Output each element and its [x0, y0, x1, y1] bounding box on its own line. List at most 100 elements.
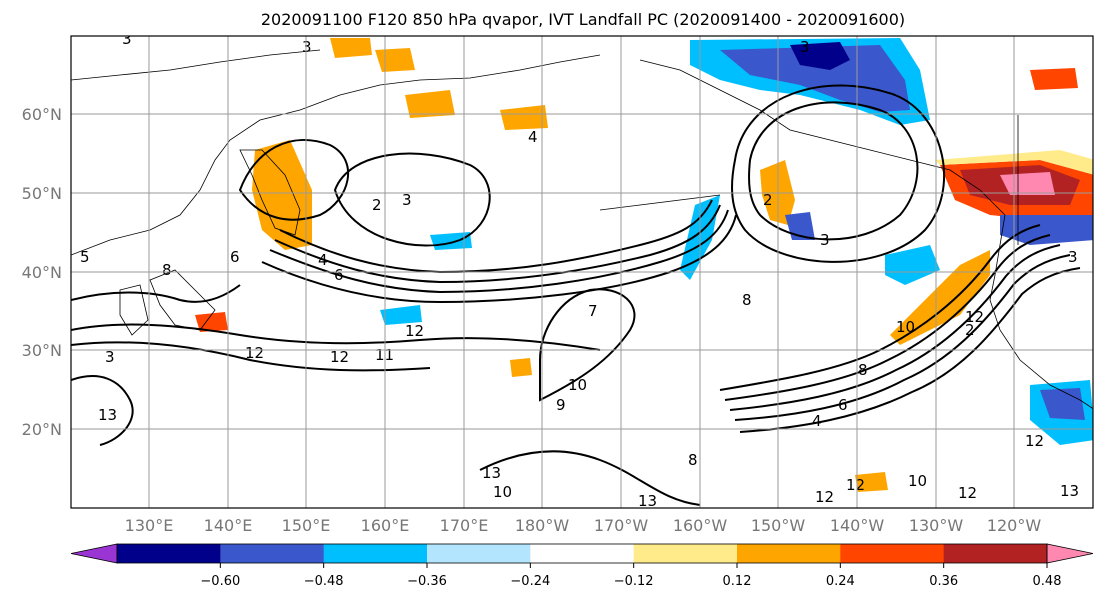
shade-subtropic-darkblue [1040, 388, 1085, 420]
contour-label: 13 [638, 492, 657, 510]
contour-west-2 [71, 375, 134, 446]
contour-ar-4 [734, 254, 1071, 421]
contour-label: 3 [402, 191, 412, 209]
colorbar-swatch [427, 544, 531, 563]
shade-alaska-dark-blue [790, 42, 850, 70]
contour-ar-2 [724, 234, 1051, 401]
contour-label: 12 [330, 348, 349, 366]
shade-trop-orange-2 [855, 472, 888, 492]
contour-tropic-2 [479, 450, 701, 506]
lon-label: 160°W [673, 516, 728, 535]
shade-east-siberia-orange [405, 90, 455, 118]
lon-label: 130°W [909, 516, 964, 535]
contour-west-1 [71, 284, 241, 303]
latitude-labels: 60°N 50°N 40°N 30°N 20°N [22, 105, 62, 439]
contour-label: 4 [528, 128, 538, 146]
colorbar-swatch [530, 544, 635, 563]
contour-gulf-alaska-low [748, 101, 919, 241]
contour-label: 8 [742, 291, 752, 309]
colorbar-tick-label: 0.24 [826, 574, 855, 589]
colorbar: −0.60 −0.48 −0.36 −0.24 −0.12 0.12 0.24 0.36 0.4… [70, 543, 1094, 589]
shade-arctic-east-red [1030, 68, 1078, 90]
shade-chukotka-orange [500, 105, 548, 130]
colorbar-tick-label: −0.24 [510, 574, 550, 589]
shade-coastal-yellow [890, 250, 990, 345]
contour-label: 3 [800, 38, 810, 56]
contour-label: 8 [162, 261, 172, 279]
lat-label: 60°N [22, 105, 62, 124]
colorbar-ticks: −0.60 −0.48 −0.36 −0.24 −0.12 0.12 0.24 0.36 0.4… [200, 563, 1061, 589]
contour-label: 3 [820, 231, 830, 249]
contour-label: 12 [245, 344, 264, 362]
colorbar-tick-label: 0.36 [929, 574, 958, 589]
colorbar-tick-label: −0.48 [304, 574, 344, 589]
ivt-contours [71, 84, 1081, 506]
colorbar-swatch [323, 544, 428, 563]
contour-label: 4 [812, 412, 822, 430]
contour-label: 5 [80, 248, 90, 266]
colorbar-tick-label: −0.12 [614, 574, 654, 589]
contour-label: 10 [896, 318, 915, 336]
contour-label: 12 [405, 322, 424, 340]
contour-ar-1 [719, 224, 1041, 391]
lat-label: 50°N [22, 184, 62, 203]
longitude-labels: 130°E 140°E 150°E 160°E 170°E 180°W 170°… [125, 516, 1042, 535]
colorbar-extend-high [1046, 543, 1094, 564]
colorbar-swatch [943, 544, 1048, 563]
contour-tropic-1 [539, 288, 636, 402]
contour-label: 12 [958, 484, 977, 502]
contour-jet-2 [274, 204, 721, 284]
contour-label: 10 [908, 472, 927, 490]
alaska-coastline [639, 59, 1006, 216]
colorbar-swatch [840, 544, 945, 563]
lat-label: 30°N [22, 341, 62, 360]
asia-coastline [71, 54, 601, 256]
shade-mid-blue [380, 305, 422, 325]
shade-arctic-orange [330, 38, 372, 58]
graticule [71, 36, 1093, 508]
contour-label: 13 [1060, 482, 1079, 500]
lon-label: 140°W [830, 516, 885, 535]
contour-label: 3 [105, 348, 115, 366]
contour-label: 13 [98, 406, 117, 424]
colorbar-frame [116, 543, 1048, 564]
figure-title: 2020091100 F120 850 hPa qvapor, IVT Land… [261, 10, 905, 29]
kamchatka-coastline [239, 149, 301, 236]
contour-label: 2 [965, 321, 975, 339]
contour-ar-5 [739, 267, 1081, 433]
arctic-coastline [71, 49, 321, 81]
colorbar-swatch [220, 544, 325, 563]
contour-label: 10 [568, 376, 587, 394]
map-panel: 3 3 3 2 3 4 6 8 4 7 3 2 5 6 3 12 12 11 1… [71, 30, 1093, 510]
contour-label: 12 [1025, 432, 1044, 450]
shade-north-blue [430, 232, 472, 250]
lon-label: 130°E [125, 516, 174, 535]
contour-label: 7 [588, 302, 598, 320]
contour-subtropic-1 [71, 323, 601, 351]
shade-east-blue-2 [1000, 215, 1093, 245]
contour-gulf-alaska-outer [731, 84, 946, 263]
lon-label: 150°E [282, 516, 331, 535]
contour-label: 3 [302, 38, 312, 56]
korea-coastline [119, 284, 149, 336]
lon-label: 140°E [204, 516, 253, 535]
lon-label: 150°W [751, 516, 806, 535]
shade-kamchatka-orange [252, 140, 312, 250]
shade-japan-orange [195, 312, 228, 332]
lon-label: 160°E [361, 516, 410, 535]
contour-ar-3 [729, 244, 1061, 411]
lon-label: 180°W [515, 516, 570, 535]
shade-trop-orange [510, 358, 532, 377]
contour-label: 2 [372, 196, 382, 214]
contour-north-pacific-low [333, 152, 491, 247]
contour-label: 10 [493, 483, 512, 501]
contour-label: 13 [482, 464, 501, 482]
contour-label: 6 [230, 248, 240, 266]
lon-label: 120°W [987, 516, 1042, 535]
contour-label: 3 [122, 30, 132, 48]
contour-label: 4 [318, 251, 328, 269]
colorbar-swatch [117, 544, 221, 563]
colorbar-swatches [70, 543, 1094, 564]
lat-label: 40°N [22, 263, 62, 282]
lon-label: 170°W [594, 516, 649, 535]
